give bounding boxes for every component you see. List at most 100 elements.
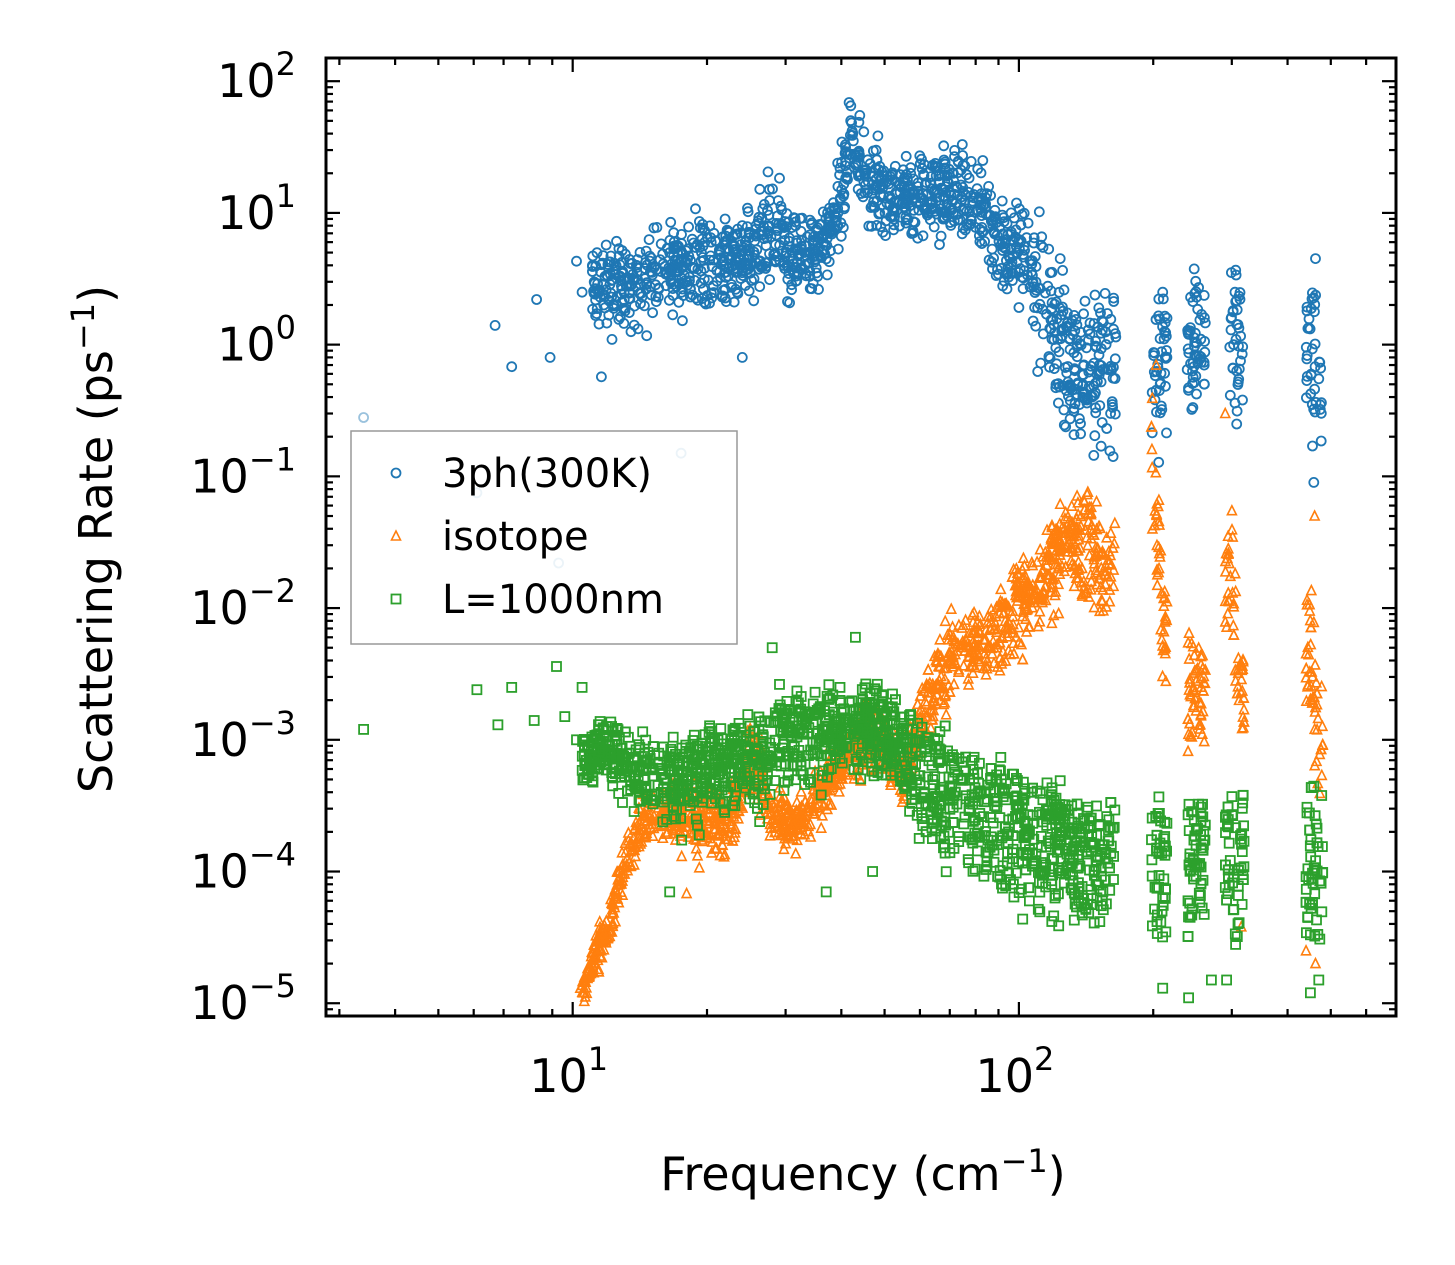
data-point (842, 148, 854, 160)
data-point (675, 849, 688, 862)
data-point (1230, 264, 1242, 276)
data-point (1315, 877, 1327, 889)
data-point (944, 656, 956, 669)
data-point (934, 176, 946, 188)
data-point (963, 831, 975, 843)
data-point (634, 837, 647, 849)
data-point (840, 768, 852, 780)
data-point (665, 216, 677, 228)
data-point (834, 682, 846, 693)
data-point (1085, 360, 1097, 372)
data-point (1034, 298, 1046, 310)
data-point (1233, 693, 1245, 706)
data-point (664, 247, 675, 259)
data-point (1080, 586, 1092, 599)
data-point (845, 100, 857, 112)
data-point (1149, 881, 1161, 893)
data-point (635, 796, 646, 807)
data-point (746, 275, 757, 286)
data-point (1223, 594, 1235, 607)
data-point (1223, 556, 1236, 569)
data-point (919, 694, 931, 707)
data-point (1099, 287, 1111, 299)
data-point (690, 292, 702, 304)
data-point (1315, 435, 1327, 447)
data-point (962, 672, 975, 684)
data-point (761, 805, 774, 818)
data-point (808, 234, 820, 246)
data-point (1071, 389, 1083, 400)
data-point (783, 232, 795, 244)
data-point (1186, 806, 1197, 817)
data-point (1233, 917, 1245, 929)
data-point (997, 236, 1008, 247)
data-point (580, 981, 593, 993)
data-point (628, 843, 641, 856)
data-point (1090, 850, 1102, 862)
data-point (677, 315, 688, 327)
data-point (727, 264, 739, 276)
data-point (978, 661, 990, 674)
data-point (588, 951, 601, 963)
data-point (624, 859, 637, 872)
data-point (941, 198, 953, 210)
data-point (1182, 895, 1194, 907)
data-point (1236, 846, 1248, 857)
data-point (1011, 578, 1023, 590)
data-point (962, 678, 975, 690)
data-point (641, 279, 652, 290)
data-point (1089, 430, 1101, 442)
data-point (676, 765, 687, 777)
data-point (754, 281, 766, 293)
data-point (806, 217, 818, 229)
data-point (1012, 620, 1025, 633)
data-point (825, 798, 838, 810)
data-point (728, 805, 740, 818)
data-point (802, 804, 815, 816)
data-point (1315, 768, 1328, 781)
data-point (697, 218, 708, 230)
data-point (1060, 421, 1072, 433)
data-point (632, 830, 644, 843)
data-point (677, 262, 689, 274)
data-point (940, 707, 952, 720)
data-point (1160, 884, 1171, 895)
data-point (1027, 276, 1039, 288)
data-point (358, 412, 370, 423)
data-point (956, 756, 968, 768)
data-point (1079, 523, 1091, 535)
data-point (1096, 594, 1109, 607)
data-point (633, 794, 645, 806)
data-point (714, 823, 726, 836)
data-point (1019, 568, 1031, 581)
data-point (1035, 239, 1047, 251)
data-point (695, 277, 707, 289)
data-point (667, 731, 679, 743)
data-point (956, 621, 968, 633)
data-point (1047, 608, 1060, 621)
data-point (1236, 348, 1248, 360)
data-point (891, 188, 902, 200)
data-point (1003, 867, 1014, 879)
data-point (1197, 684, 1210, 696)
data-point (654, 254, 666, 266)
data-point (1034, 806, 1045, 818)
data-point (632, 254, 643, 265)
data-point (781, 750, 792, 762)
data-point (1148, 366, 1160, 378)
data-point (753, 211, 765, 223)
data-point (774, 172, 785, 184)
data-point (1183, 626, 1195, 639)
data-point (1224, 389, 1236, 401)
data-point (768, 249, 780, 260)
data-point (1219, 615, 1232, 627)
data-point (1225, 312, 1237, 324)
data-point (1069, 566, 1081, 579)
data-point (1046, 333, 1058, 345)
data-point (1064, 530, 1077, 542)
data-point (877, 226, 889, 238)
data-point (967, 666, 979, 678)
data-point (1026, 555, 1038, 568)
data-point (1187, 365, 1198, 377)
data-point (640, 245, 652, 257)
